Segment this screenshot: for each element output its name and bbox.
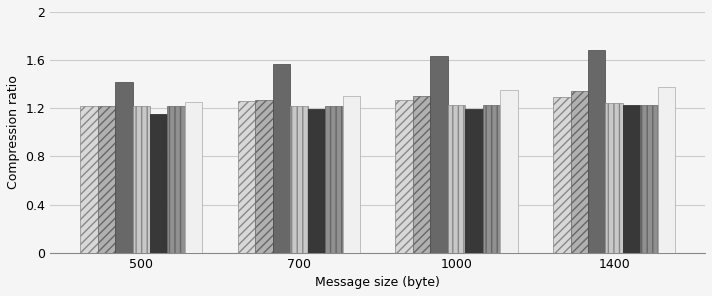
Bar bbox=[255, 100, 273, 253]
Bar bbox=[185, 102, 202, 253]
Bar bbox=[325, 106, 342, 253]
Bar bbox=[115, 82, 132, 253]
Bar bbox=[413, 96, 430, 253]
Bar bbox=[448, 104, 465, 253]
Bar bbox=[238, 101, 255, 253]
Bar bbox=[483, 104, 501, 253]
Bar bbox=[658, 86, 675, 253]
Bar bbox=[80, 106, 98, 253]
Bar bbox=[342, 96, 360, 253]
Bar bbox=[553, 97, 570, 253]
Bar bbox=[588, 50, 605, 253]
Bar bbox=[395, 100, 413, 253]
Bar bbox=[273, 64, 290, 253]
Bar bbox=[308, 110, 325, 253]
Bar bbox=[150, 114, 167, 253]
Bar bbox=[605, 103, 623, 253]
Bar bbox=[132, 106, 150, 253]
Bar bbox=[623, 104, 640, 253]
Bar bbox=[98, 106, 115, 253]
Bar bbox=[501, 90, 518, 253]
Bar bbox=[465, 110, 483, 253]
Bar bbox=[640, 104, 658, 253]
Y-axis label: Compression ratio: Compression ratio bbox=[7, 75, 20, 189]
Bar bbox=[430, 57, 448, 253]
Bar bbox=[290, 106, 308, 253]
Bar bbox=[570, 91, 588, 253]
X-axis label: Message size (byte): Message size (byte) bbox=[315, 276, 440, 289]
Bar bbox=[167, 106, 185, 253]
